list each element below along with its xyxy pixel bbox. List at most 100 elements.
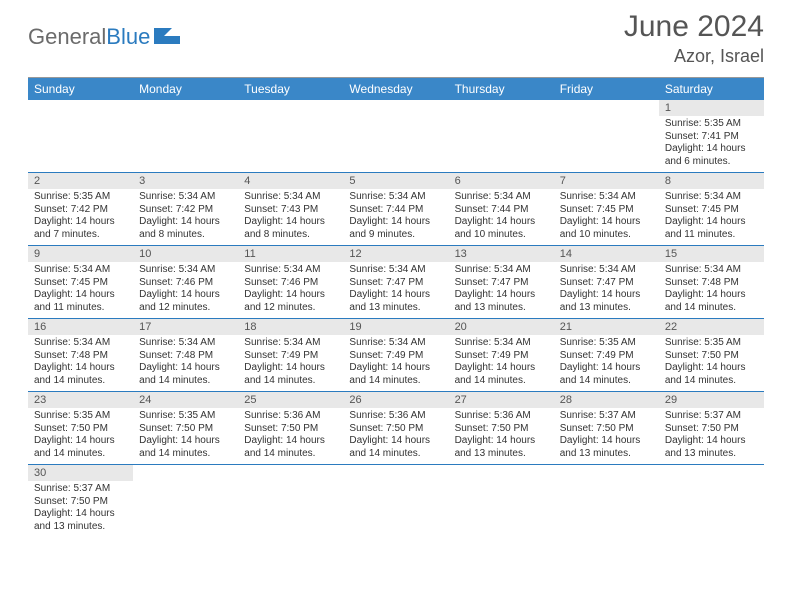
day-info-line: Daylight: 14 hours	[560, 362, 653, 375]
day-header: Sunday	[28, 78, 133, 100]
day-info-line: Sunset: 7:46 PM	[139, 277, 232, 290]
day-cell	[28, 100, 133, 172]
day-cell: 27Sunrise: 5:36 AMSunset: 7:50 PMDayligh…	[449, 392, 554, 464]
day-info: Sunrise: 5:36 AMSunset: 7:50 PMDaylight:…	[238, 408, 343, 464]
day-info: Sunrise: 5:35 AMSunset: 7:50 PMDaylight:…	[133, 408, 238, 464]
day-info-line: Sunset: 7:49 PM	[560, 350, 653, 363]
day-info-line: Sunset: 7:44 PM	[349, 204, 442, 217]
day-info-line: Sunset: 7:43 PM	[244, 204, 337, 217]
day-info-line: Sunset: 7:50 PM	[349, 423, 442, 436]
day-info-line: and 8 minutes.	[139, 229, 232, 242]
day-cell	[238, 465, 343, 537]
day-info-line: Sunset: 7:47 PM	[349, 277, 442, 290]
day-info-line: and 14 minutes.	[244, 448, 337, 461]
day-cell	[133, 465, 238, 537]
day-number: 2	[28, 173, 133, 189]
day-cell: 1Sunrise: 5:35 AMSunset: 7:41 PMDaylight…	[659, 100, 764, 172]
day-info-line: and 13 minutes.	[455, 302, 548, 315]
day-info: Sunrise: 5:34 AMSunset: 7:44 PMDaylight:…	[343, 189, 448, 245]
day-info-line: and 14 minutes.	[34, 375, 127, 388]
day-info-line: Daylight: 14 hours	[34, 508, 127, 521]
week-row: 2Sunrise: 5:35 AMSunset: 7:42 PMDaylight…	[28, 173, 764, 246]
day-cell: 14Sunrise: 5:34 AMSunset: 7:47 PMDayligh…	[554, 246, 659, 318]
day-info: Sunrise: 5:35 AMSunset: 7:50 PMDaylight:…	[28, 408, 133, 464]
day-number: 10	[133, 246, 238, 262]
day-number	[238, 465, 343, 469]
day-info-line: and 14 minutes.	[34, 448, 127, 461]
day-cell	[554, 465, 659, 537]
day-number	[238, 100, 343, 104]
day-cell	[343, 465, 448, 537]
day-info: Sunrise: 5:36 AMSunset: 7:50 PMDaylight:…	[343, 408, 448, 464]
day-number	[449, 465, 554, 469]
day-info-line: Sunset: 7:50 PM	[34, 423, 127, 436]
day-cell	[343, 100, 448, 172]
day-info-line: and 14 minutes.	[560, 375, 653, 388]
day-number: 30	[28, 465, 133, 481]
day-info: Sunrise: 5:34 AMSunset: 7:49 PMDaylight:…	[238, 335, 343, 391]
day-info-line: Sunset: 7:50 PM	[34, 496, 127, 509]
day-cell: 29Sunrise: 5:37 AMSunset: 7:50 PMDayligh…	[659, 392, 764, 464]
day-info-line: Sunrise: 5:34 AM	[244, 264, 337, 277]
day-cell: 12Sunrise: 5:34 AMSunset: 7:47 PMDayligh…	[343, 246, 448, 318]
day-info-line: Daylight: 14 hours	[665, 289, 758, 302]
day-number: 1	[659, 100, 764, 116]
day-info-line: Daylight: 14 hours	[244, 362, 337, 375]
day-info-line: Daylight: 14 hours	[455, 435, 548, 448]
day-number: 8	[659, 173, 764, 189]
day-cell: 21Sunrise: 5:35 AMSunset: 7:49 PMDayligh…	[554, 319, 659, 391]
day-info-line: Sunrise: 5:34 AM	[560, 191, 653, 204]
day-cell: 16Sunrise: 5:34 AMSunset: 7:48 PMDayligh…	[28, 319, 133, 391]
day-info-line: Sunset: 7:42 PM	[139, 204, 232, 217]
day-number	[133, 100, 238, 104]
day-cell	[238, 100, 343, 172]
day-info-line: Sunset: 7:50 PM	[139, 423, 232, 436]
day-cell	[554, 100, 659, 172]
day-info-line: Daylight: 14 hours	[560, 216, 653, 229]
day-info-line: Sunset: 7:48 PM	[139, 350, 232, 363]
day-info-line: and 10 minutes.	[560, 229, 653, 242]
day-number	[343, 100, 448, 104]
page-title: June 2024	[624, 10, 764, 44]
day-info-line: Sunrise: 5:35 AM	[665, 118, 758, 131]
week-row: 23Sunrise: 5:35 AMSunset: 7:50 PMDayligh…	[28, 392, 764, 465]
day-number: 5	[343, 173, 448, 189]
title-block: June 2024 Azor, Israel	[624, 10, 764, 67]
day-info: Sunrise: 5:34 AMSunset: 7:44 PMDaylight:…	[449, 189, 554, 245]
day-info-line: Daylight: 14 hours	[139, 362, 232, 375]
day-info-line: and 14 minutes.	[455, 375, 548, 388]
day-info-line: Sunset: 7:48 PM	[665, 277, 758, 290]
day-info-line: and 14 minutes.	[665, 302, 758, 315]
day-number	[554, 100, 659, 104]
day-info-line: and 14 minutes.	[349, 448, 442, 461]
flag-icon	[154, 24, 180, 50]
day-info-line: Daylight: 14 hours	[139, 435, 232, 448]
day-info-line: Sunset: 7:45 PM	[665, 204, 758, 217]
day-cell	[133, 100, 238, 172]
day-info-line: Sunrise: 5:35 AM	[560, 337, 653, 350]
day-info-line: Sunrise: 5:37 AM	[665, 410, 758, 423]
day-info: Sunrise: 5:37 AMSunset: 7:50 PMDaylight:…	[28, 481, 133, 537]
day-info-line: and 13 minutes.	[34, 521, 127, 534]
day-cell: 17Sunrise: 5:34 AMSunset: 7:48 PMDayligh…	[133, 319, 238, 391]
day-cell: 28Sunrise: 5:37 AMSunset: 7:50 PMDayligh…	[554, 392, 659, 464]
day-cell: 11Sunrise: 5:34 AMSunset: 7:46 PMDayligh…	[238, 246, 343, 318]
day-info: Sunrise: 5:34 AMSunset: 7:47 PMDaylight:…	[554, 262, 659, 318]
day-cell: 2Sunrise: 5:35 AMSunset: 7:42 PMDaylight…	[28, 173, 133, 245]
day-cell	[659, 465, 764, 537]
day-info-line: and 13 minutes.	[349, 302, 442, 315]
day-info-line: and 11 minutes.	[34, 302, 127, 315]
day-info-line: Daylight: 14 hours	[665, 362, 758, 375]
day-info-line: Sunset: 7:49 PM	[455, 350, 548, 363]
day-info: Sunrise: 5:34 AMSunset: 7:45 PMDaylight:…	[28, 262, 133, 318]
day-info-line: Sunset: 7:42 PM	[34, 204, 127, 217]
day-number	[28, 100, 133, 104]
week-row: 1Sunrise: 5:35 AMSunset: 7:41 PMDaylight…	[28, 100, 764, 173]
calendar: SundayMondayTuesdayWednesdayThursdayFrid…	[28, 77, 764, 537]
day-info-line: and 13 minutes.	[560, 302, 653, 315]
day-info-line: Sunrise: 5:34 AM	[665, 191, 758, 204]
week-row: 9Sunrise: 5:34 AMSunset: 7:45 PMDaylight…	[28, 246, 764, 319]
day-header-row: SundayMondayTuesdayWednesdayThursdayFrid…	[28, 78, 764, 100]
week-row: 30Sunrise: 5:37 AMSunset: 7:50 PMDayligh…	[28, 465, 764, 537]
day-number: 3	[133, 173, 238, 189]
